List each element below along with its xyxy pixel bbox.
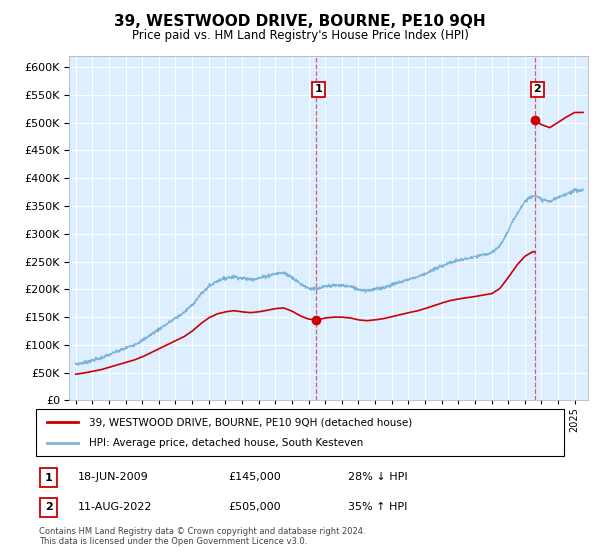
Text: 35% ↑ HPI: 35% ↑ HPI: [348, 502, 407, 512]
Text: 39, WESTWOOD DRIVE, BOURNE, PE10 9QH: 39, WESTWOOD DRIVE, BOURNE, PE10 9QH: [114, 14, 486, 29]
FancyBboxPatch shape: [36, 409, 564, 456]
Text: 28% ↓ HPI: 28% ↓ HPI: [348, 472, 407, 482]
Text: HPI: Average price, detached house, South Kesteven: HPI: Average price, detached house, Sout…: [89, 438, 363, 448]
Text: 18-JUN-2009: 18-JUN-2009: [78, 472, 149, 482]
Text: 2: 2: [45, 502, 52, 512]
Text: Contains HM Land Registry data © Crown copyright and database right 2024.
This d: Contains HM Land Registry data © Crown c…: [39, 527, 365, 546]
Text: £145,000: £145,000: [228, 472, 281, 482]
Text: £505,000: £505,000: [228, 502, 281, 512]
Text: 1: 1: [45, 473, 52, 483]
FancyBboxPatch shape: [40, 498, 57, 517]
FancyBboxPatch shape: [40, 468, 57, 487]
Text: Price paid vs. HM Land Registry's House Price Index (HPI): Price paid vs. HM Land Registry's House …: [131, 29, 469, 42]
Text: 11-AUG-2022: 11-AUG-2022: [78, 502, 152, 512]
Text: 2: 2: [533, 85, 541, 94]
Text: 39, WESTWOOD DRIVE, BOURNE, PE10 9QH (detached house): 39, WESTWOOD DRIVE, BOURNE, PE10 9QH (de…: [89, 417, 412, 427]
Text: 1: 1: [315, 85, 323, 94]
